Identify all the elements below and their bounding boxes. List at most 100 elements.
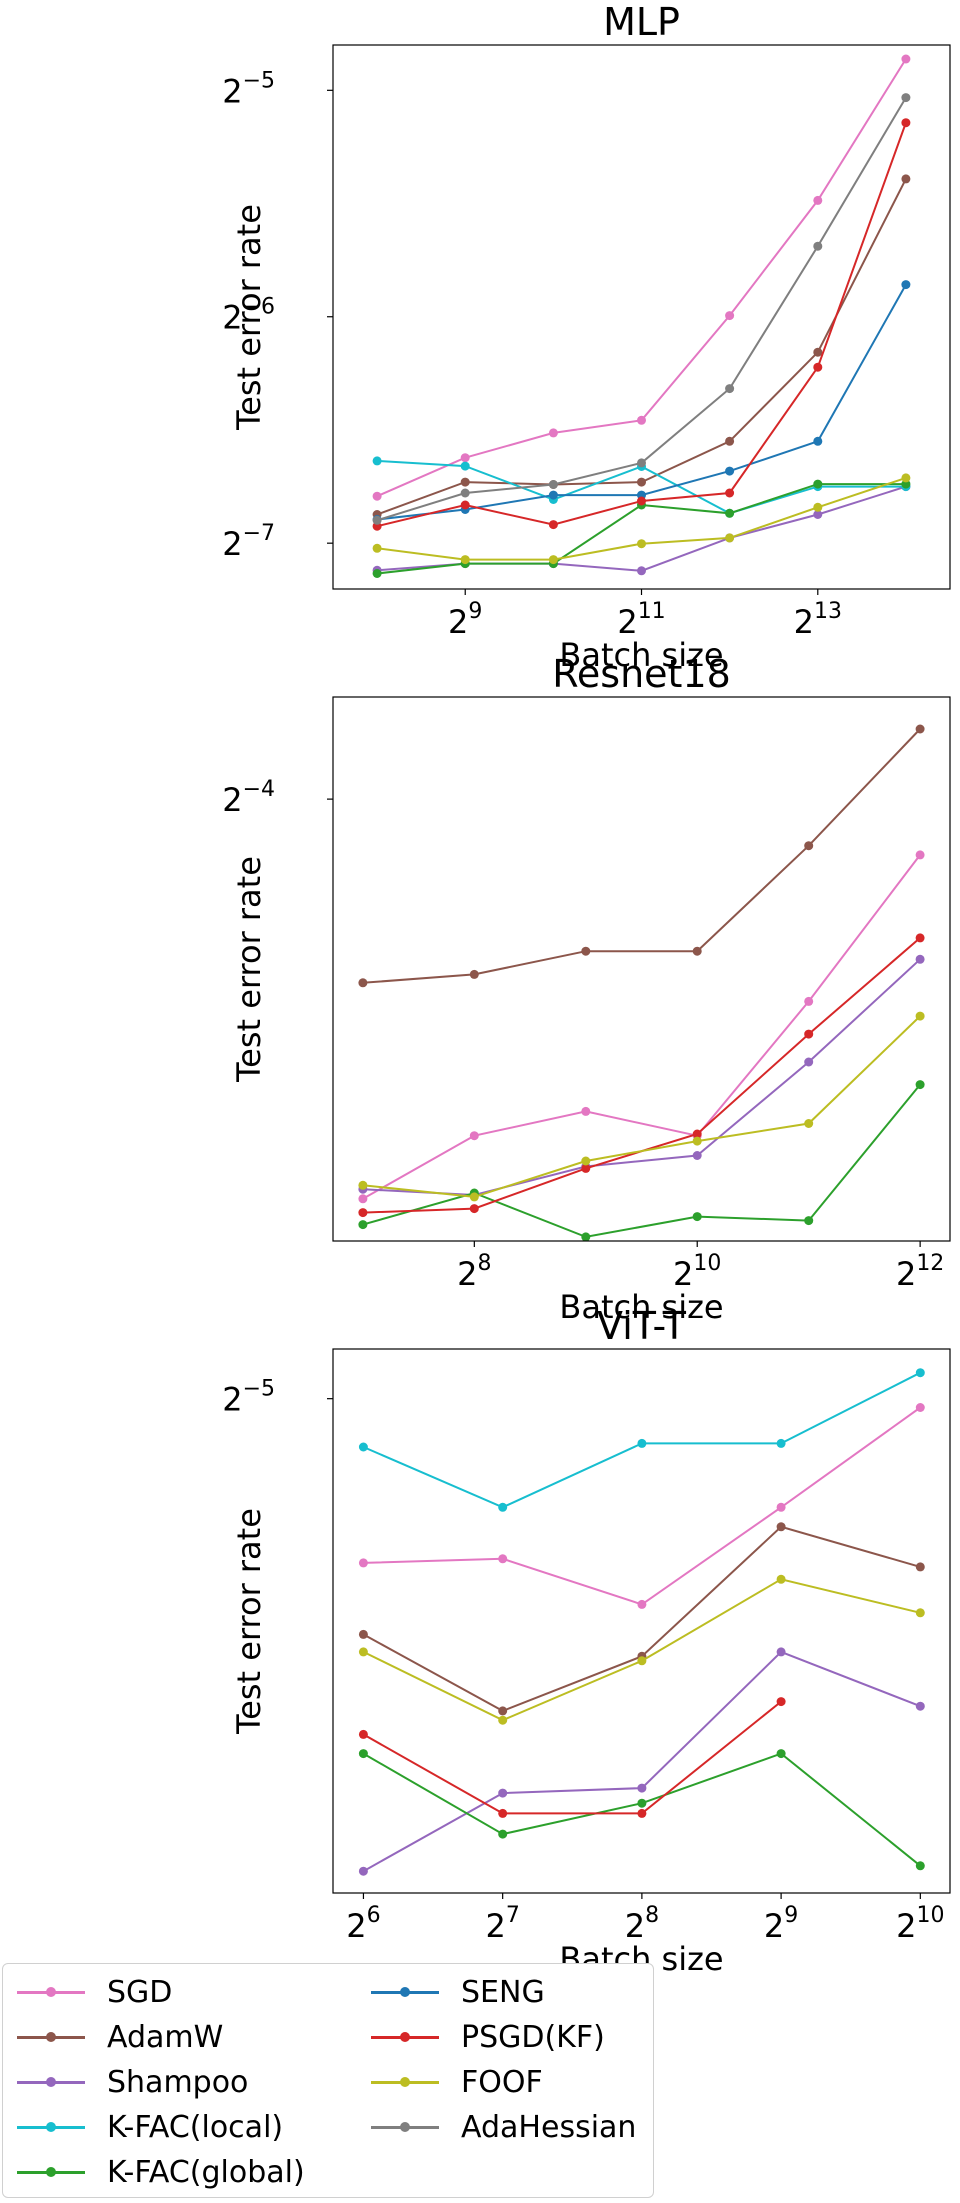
series-foof [372,473,911,565]
series-adahessian [372,93,911,525]
data-point [637,566,646,576]
data-point [813,195,823,205]
data-point [637,1798,647,1808]
data-point [692,1136,702,1146]
x-tick-label: 26 [346,1903,380,1945]
x-tick-label: 213 [794,599,842,641]
series-adamw [358,724,925,988]
data-point [915,933,925,943]
y-axis-label: Test error rate [230,1508,268,1735]
data-point [915,1861,925,1871]
data-point [460,477,470,487]
data-point [725,508,735,518]
data-point [901,479,911,489]
series-psgd-kf- [358,1697,786,1818]
data-point [460,555,470,565]
data-point [372,543,382,553]
data-point [469,1131,479,1141]
data-point [469,1204,479,1214]
data-point [372,491,382,501]
series-foof [358,1574,925,1725]
legend-label: SGD [107,1974,173,2010]
data-point [813,436,823,446]
series-line [376,97,907,522]
series-line [362,728,921,984]
x-tick-label: 29 [764,1903,798,1945]
data-point [901,473,911,483]
data-point [498,1829,508,1839]
data-point [804,1119,814,1128]
series-line [362,958,921,1197]
data-point [637,1656,647,1666]
legend-item-adamw: AdamW [3,2017,223,2057]
chart-title: ViT-T [597,1304,687,1348]
data-point [901,280,911,290]
x-axis-label: Batch size [559,1288,723,1326]
data-point [725,533,735,543]
data-point [358,1647,368,1657]
data-point [358,1866,368,1876]
legend-item-foof: FOOF [357,2062,543,2102]
y-tick-label: 2−6 [222,295,275,337]
data-point [548,520,558,530]
data-point [915,1701,925,1711]
series-line [363,1406,921,1606]
legend-item-psgd: PSGD(KF) [357,2017,605,2057]
y-tick-label: 2−5 [222,1377,275,1419]
series-shampoo [358,1647,925,1876]
x-tick-label: 210 [673,1251,721,1293]
data-point [460,488,470,498]
data-point [581,1163,591,1173]
data-point [581,1156,591,1166]
data-point [804,841,814,851]
legend-label: AdaHessian [461,2109,637,2145]
series-foof [358,1011,925,1202]
data-point [776,1697,786,1707]
data-point [469,1192,479,1202]
legend-label: K-FAC(global) [107,2154,305,2190]
legend-label: FOOF [461,2064,543,2100]
data-point [725,436,735,446]
chart-panel-1: MLP 29 211 213 2−5 2−6 2−7 Batch size Test error… [222,0,951,674]
legend-swatch [17,1972,87,2012]
series-line [362,1083,921,1238]
legend-item-adahessian: AdaHessian [357,2107,636,2147]
legend-label: AdamW [107,2019,224,2055]
data-point [581,1106,591,1116]
data-point [804,996,814,1006]
data-point [498,1788,508,1798]
series-line [362,1650,921,1873]
data-point [498,1706,508,1716]
data-point [460,453,470,463]
data-point [637,477,646,487]
data-point [804,1216,814,1226]
series-sgd [372,54,911,501]
data-point [358,1180,368,1190]
data-point [813,347,823,357]
data-point [637,1438,647,1448]
x-tick-label: 210 [896,1903,944,1945]
data-point [358,1442,368,1452]
data-point [915,1080,925,1090]
legend-item-kfac-global: K-FAC(global) [3,2152,305,2192]
legend: SGD AdamW Shampoo K-FAC(local) K-FAC(glo… [2,1963,654,2198]
data-point [548,480,558,489]
data-point [813,362,823,372]
x-axis-label: Batch size [559,636,723,674]
axes-frame [332,696,951,1242]
x-tick-label: 211 [617,599,665,641]
legend-label: PSGD(KF) [461,2019,605,2055]
data-point [548,428,558,438]
data-point [776,1574,786,1584]
data-point [901,118,911,128]
legend-item-shampoo: Shampoo [3,2062,248,2102]
data-point [460,500,470,510]
chart-panel-2: Resnet18 28 210 212 2−4 Batch size Test error … [222,652,951,1326]
series-sgd [358,1403,925,1609]
data-point [637,496,646,506]
data-point [776,1522,786,1532]
y-axis-label: Test error rate [230,204,268,431]
y-axis-label: Test error rate [230,856,268,1083]
data-point [358,978,368,988]
data-point [692,1129,702,1139]
